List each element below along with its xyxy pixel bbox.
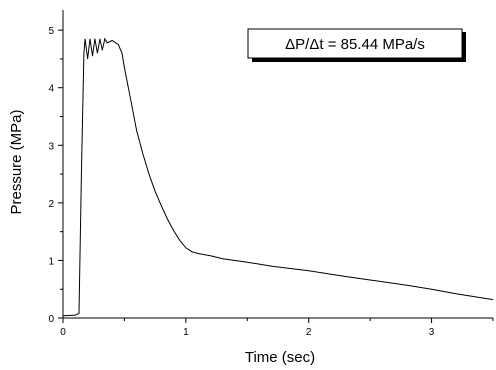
y-tick-label: 3 — [48, 141, 54, 152]
series-line-pressure — [62, 37, 494, 317]
x-axis-title: Time (sec) — [245, 349, 315, 366]
y-tick-label: 0 — [48, 314, 54, 325]
y-tick-label: 1 — [48, 256, 54, 267]
y-axis-title: Pressure (MPa) — [8, 109, 25, 214]
annotation-text: ΔP/Δt = 85.44 MPa/s — [285, 36, 425, 53]
x-tick-label: 2 — [306, 327, 312, 338]
y-tick-label: 2 — [48, 199, 54, 210]
y-tick-label: 4 — [48, 84, 54, 95]
x-tick-label: 3 — [429, 327, 435, 338]
y-tick-label: 5 — [48, 26, 54, 37]
plot-axes: 0 1 2 3 0 1 2 3 4 5 — [48, 10, 494, 338]
x-tick-label: 0 — [60, 327, 66, 338]
x-tick-label: 1 — [183, 327, 189, 338]
annotation-box: ΔP/Δt = 85.44 MPa/s — [247, 28, 466, 62]
